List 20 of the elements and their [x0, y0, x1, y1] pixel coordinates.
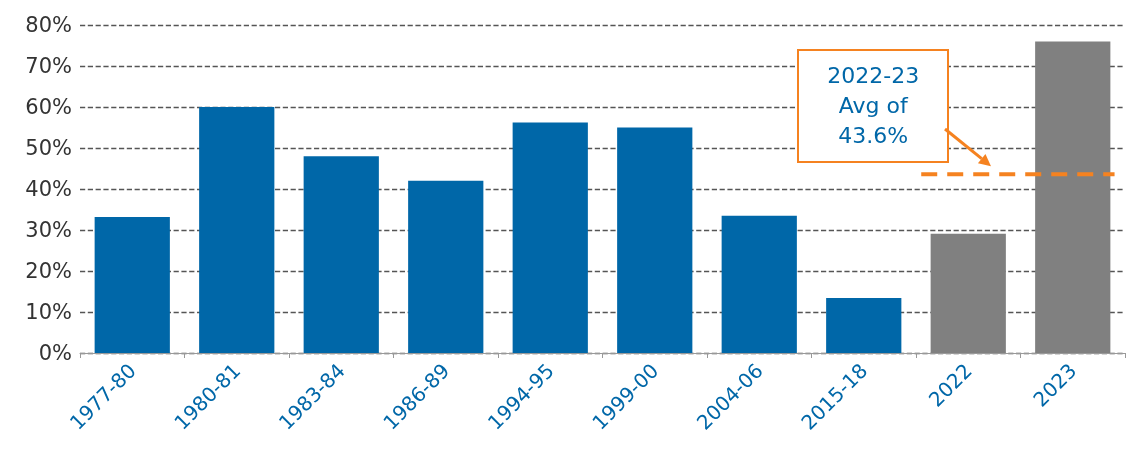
- y-tick-label: 40%: [25, 177, 72, 201]
- y-tick-label: 70%: [25, 54, 72, 78]
- bar: [721, 215, 797, 353]
- y-tick-label: 30%: [25, 218, 72, 242]
- bar: [94, 216, 170, 353]
- y-tick-label: 0%: [38, 341, 72, 365]
- bar: [512, 122, 588, 353]
- y-tick-label: 60%: [25, 95, 72, 119]
- bar: [930, 233, 1006, 353]
- y-tick-label: 20%: [25, 259, 72, 283]
- bar: [303, 156, 379, 353]
- bar: [408, 180, 484, 353]
- bar: [826, 298, 902, 353]
- y-tick-label: 80%: [25, 13, 72, 37]
- bar: [199, 107, 275, 353]
- ref-line-label: 2022-23 Avg of 43.6%: [797, 49, 950, 164]
- y-tick-label: 50%: [25, 136, 72, 160]
- bar: [1035, 41, 1111, 353]
- bar: [617, 127, 693, 353]
- y-tick-label: 10%: [25, 300, 72, 324]
